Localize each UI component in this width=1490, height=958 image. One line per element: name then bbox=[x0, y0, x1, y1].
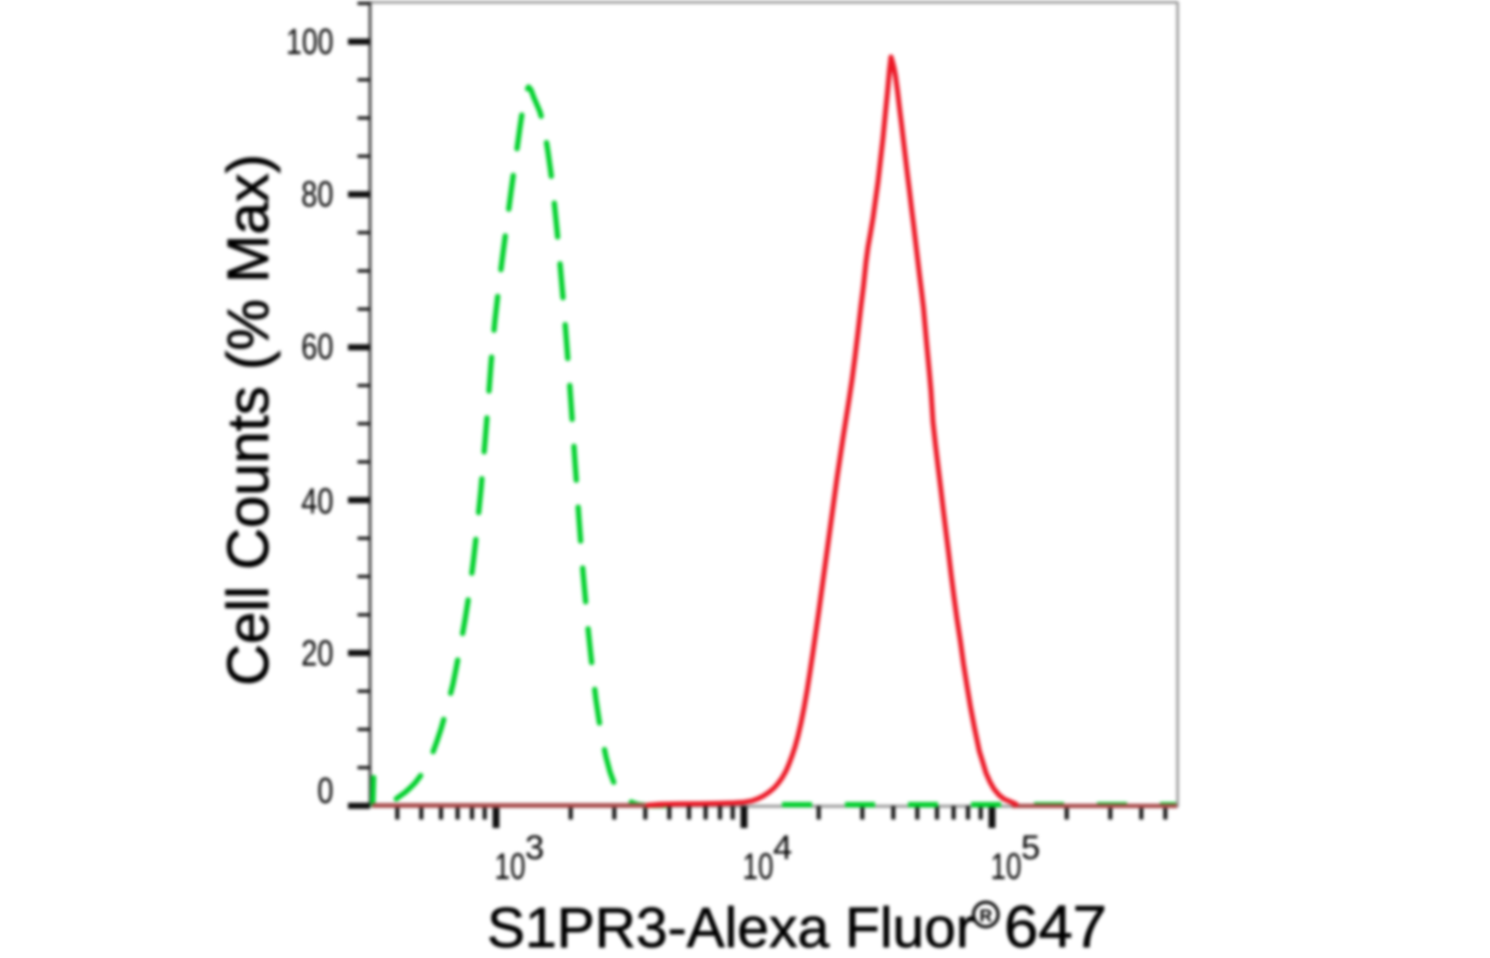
svg-text:60: 60 bbox=[301, 326, 333, 367]
svg-text:40: 40 bbox=[301, 480, 333, 521]
svg-text:100: 100 bbox=[286, 21, 334, 62]
svg-text:5: 5 bbox=[1021, 829, 1040, 867]
svg-text:10: 10 bbox=[495, 846, 526, 887]
svg-text:Cell Counts (% Max): Cell Counts (% Max) bbox=[216, 154, 281, 686]
svg-text:S1PR3-Alexa Fluor: S1PR3-Alexa Fluor bbox=[487, 896, 975, 958]
svg-text:0: 0 bbox=[317, 770, 333, 811]
svg-text:80: 80 bbox=[301, 174, 333, 215]
svg-text:20: 20 bbox=[301, 633, 333, 674]
svg-text:10: 10 bbox=[743, 846, 774, 887]
svg-text:10: 10 bbox=[991, 846, 1022, 887]
svg-text:R: R bbox=[979, 906, 992, 926]
svg-text:4: 4 bbox=[773, 829, 792, 867]
svg-text:647: 647 bbox=[1004, 894, 1107, 958]
svg-text:3: 3 bbox=[525, 829, 544, 867]
